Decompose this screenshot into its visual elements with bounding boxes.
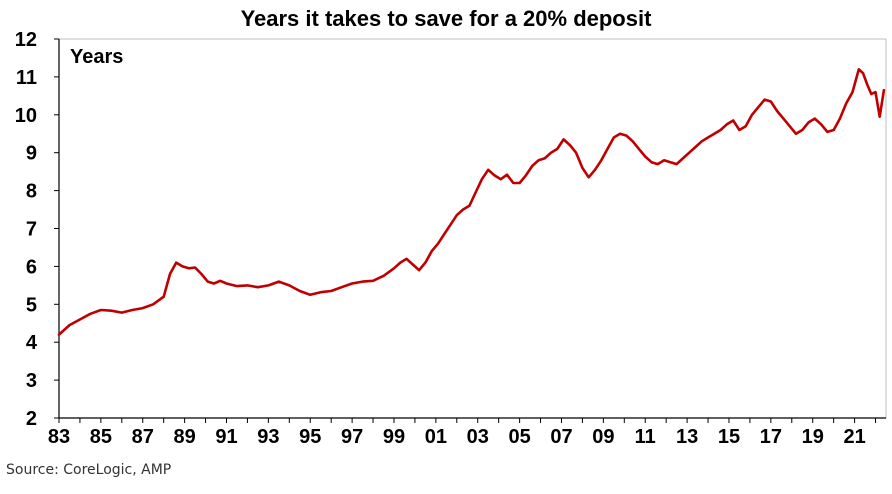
- y-tick-label: 3: [26, 370, 37, 392]
- x-tick-label: 17: [760, 426, 782, 448]
- x-tick-label: 03: [467, 426, 489, 448]
- chart-axes: [58, 38, 887, 419]
- y-tick-label: 4: [26, 332, 38, 354]
- series-line: [57, 68, 886, 336]
- x-tick-label: 97: [341, 426, 363, 448]
- x-tick-label: 89: [173, 426, 195, 448]
- x-tick-label: 95: [299, 426, 321, 448]
- x-tick-label: 87: [132, 426, 154, 448]
- x-tick-label: 83: [48, 426, 70, 448]
- x-tick-label: 19: [802, 426, 824, 448]
- x-tick-label: 85: [90, 426, 112, 448]
- x-tick-label: 09: [592, 426, 614, 448]
- y-tick-label: 2: [26, 408, 37, 430]
- plot-border: [58, 38, 887, 419]
- source-note: Source: CoreLogic, AMP: [6, 462, 172, 478]
- x-tick-label: 07: [550, 426, 572, 448]
- x-tick-label: 99: [383, 426, 405, 448]
- y-tick-label: 5: [26, 294, 37, 316]
- x-tick-label: 11: [635, 426, 656, 448]
- x-tick-label: 01: [425, 426, 447, 448]
- x-tick-label: 13: [676, 426, 698, 448]
- x-tick-label: 21: [843, 426, 865, 448]
- x-tick-label: 91: [215, 426, 237, 448]
- x-tick-label: 93: [257, 426, 279, 448]
- x-tick-label: 05: [508, 426, 530, 448]
- y-tick-label: 11: [16, 67, 37, 89]
- x-axis-ticks: 83 85 87 89 91 93 95 97 99 01 03 05 07 09 11 13 15 17 19 21: [48, 418, 877, 448]
- y-tick-label: 8: [26, 181, 37, 203]
- y-axis-ticks: 2 3 4 5 6 7 8 9 10 11 12: [15, 29, 59, 430]
- y-tick-label: 9: [26, 143, 37, 165]
- chart-title: Years it takes to save for a 20% deposit: [240, 6, 652, 31]
- y-tick-label: 10: [15, 105, 37, 127]
- y-axis-label: Years: [70, 46, 123, 68]
- y-tick-label: 7: [26, 219, 37, 241]
- y-tick-label: 12: [15, 29, 37, 51]
- y-tick-label: 6: [26, 256, 37, 278]
- chart-series: [57, 68, 886, 336]
- x-tick-label: 15: [718, 426, 740, 448]
